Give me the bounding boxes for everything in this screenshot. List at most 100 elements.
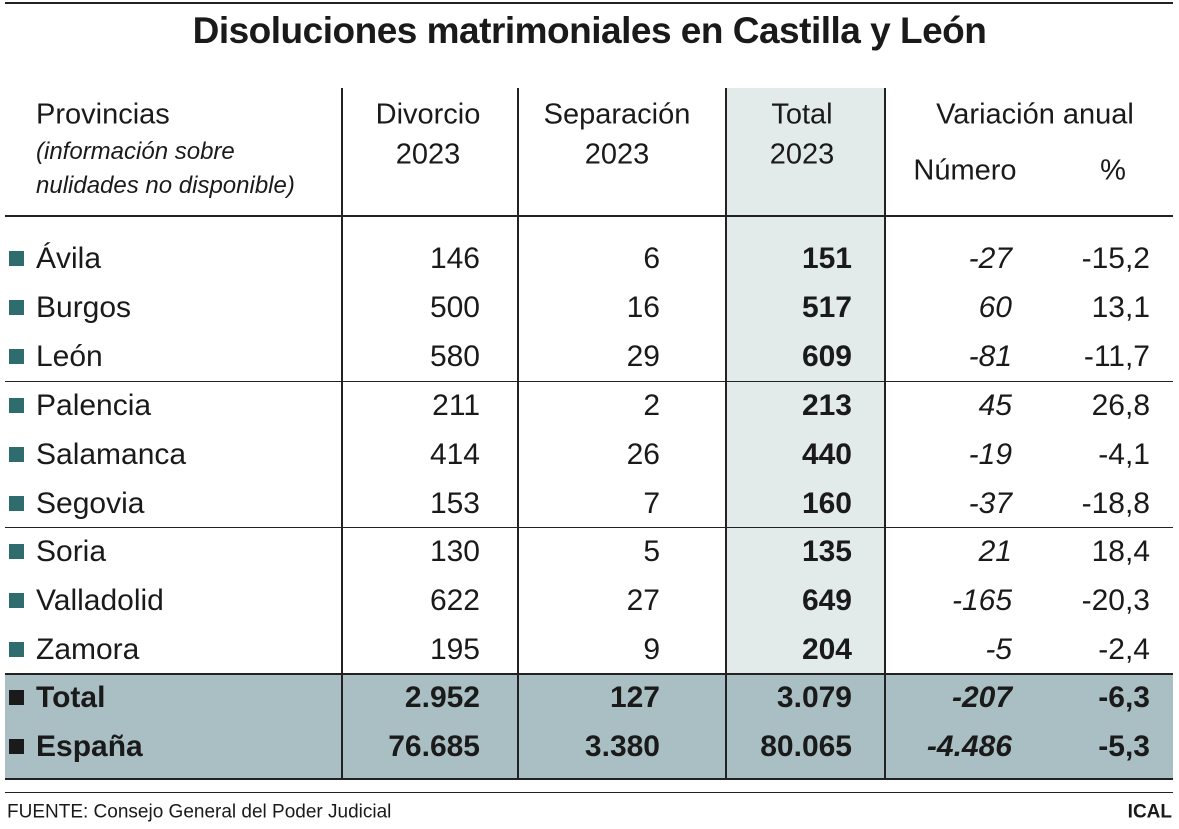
header-provincias: Provincias [36,98,170,131]
cell: -6,3 [1098,681,1150,714]
row-marker [9,251,24,266]
cell: -207 [951,681,1012,714]
cell: 127 [609,681,660,714]
column-rule [884,88,886,778]
cell: 3.380 [584,730,660,763]
cell: 3.079 [776,681,852,714]
cell: 160 [801,486,852,520]
cell: -18,8 [1081,486,1150,520]
cell: 18,4 [1091,535,1150,569]
row-label: Palencia [36,388,152,422]
cell: 517 [801,290,852,324]
cell: 135 [801,535,852,569]
column-rule [725,88,727,778]
cell: 60 [978,290,1012,324]
cell: 2 [643,388,660,422]
row-marker [9,593,24,609]
cell: 9 [643,633,660,667]
cell: 76.685 [388,730,480,763]
row-label: Segovia [36,486,145,520]
row-marker [9,446,24,462]
row-label: Salamanca [36,437,187,471]
group-rule [5,527,1173,528]
header-divorcio: 2023 [395,138,461,171]
row-label: León [36,339,103,373]
cell: -2,4 [1098,633,1150,667]
column-rule [341,88,343,778]
cell: 2.952 [404,681,480,714]
group-rule [5,381,1173,382]
cell: 16 [626,290,660,324]
cell: -5 [985,633,1012,667]
totals-rule [5,673,1173,675]
row-marker [9,397,24,413]
header-variacion: Variación anual [936,98,1134,131]
header-rule [5,215,1173,217]
cell: -81 [968,339,1012,373]
row-marker [9,739,24,754]
row-label: Burgos [36,290,132,324]
row-marker [9,348,24,364]
header-note: nulidades no disponible) [36,172,295,199]
header-total: 2023 [769,138,835,171]
cell: 211 [432,388,480,422]
row-label: Total [36,681,106,714]
cell: 7 [643,486,660,520]
cell: 580 [429,339,480,373]
cell: 27 [626,584,660,618]
title: Disoluciones matrimoniales en Castilla y… [192,10,987,51]
cell: 153 [429,486,480,520]
cell: 29 [626,339,660,373]
cell: -20,3 [1081,584,1150,618]
cell: 5 [643,535,660,569]
cell: 6 [643,242,660,275]
cell: 26,8 [1091,388,1150,422]
cell: -5,3 [1098,730,1150,763]
cell: -37 [968,486,1012,520]
top-rule [5,2,1173,4]
cell: 13,1 [1091,290,1150,324]
cell: -4.486 [926,730,1012,763]
cell: 440 [801,437,852,471]
cell: -165 [951,584,1012,618]
bottom-rule [5,778,1173,780]
cell: 622 [429,584,480,618]
header-separacion: Separación [543,98,691,131]
header-note: (información sobre [36,138,235,165]
column-rule [517,88,519,778]
row-label: Valladolid [36,584,164,618]
cell: -19 [968,437,1012,471]
cell: 195 [429,633,480,667]
row-marker [9,690,24,705]
cell: -27 [968,242,1012,275]
header-divorcio: Divorcio [375,98,481,131]
cell: 204 [801,633,852,667]
cell: 21 [978,535,1012,569]
header-numero: Número [913,154,1017,187]
footer-rule [5,792,1173,793]
row-label: Soria [36,535,107,569]
cell: 26 [626,437,660,471]
cell: 45 [978,388,1012,422]
cell: 213 [801,388,852,422]
cell: 80.065 [760,730,852,763]
cell: 649 [801,584,852,618]
header-total: Total [771,98,833,131]
row-marker [9,642,24,658]
cell: 609 [801,339,852,373]
row-marker [9,299,24,315]
cell: 146 [429,242,480,275]
row-marker [9,544,24,560]
total-column-bg [725,88,884,673]
footer-source: FUENTE: Consejo General del Poder Judici… [7,801,392,823]
cell: -15,2 [1081,242,1150,275]
header-porcentaje: % [1100,154,1126,187]
cell: 151 [801,242,852,275]
row-label: Ávila [36,242,102,275]
cell: 414 [429,437,480,471]
header-separacion: 2023 [584,138,650,171]
cell: -4,1 [1098,437,1150,471]
cell: 130 [429,535,480,569]
